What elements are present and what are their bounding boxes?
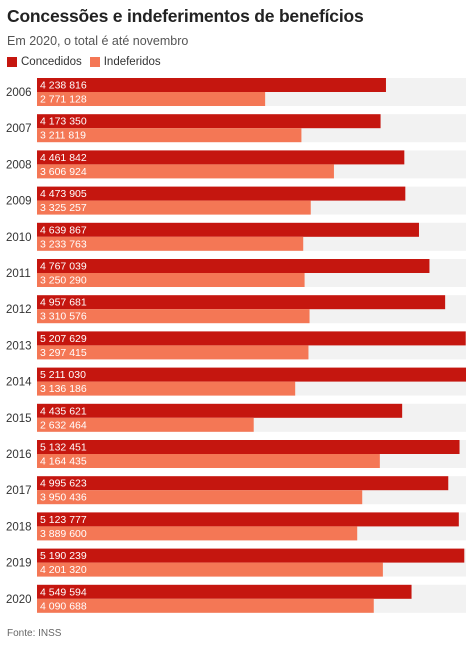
legend-item-concedidos: Concedidos xyxy=(7,56,82,68)
data-label-concedidos-2013: 5 207 629 xyxy=(40,333,87,345)
bar-indeferidos-2014 xyxy=(37,381,296,396)
bar-concedidos-2017 xyxy=(37,476,449,491)
year-label-2014: 2014 xyxy=(6,377,32,389)
data-label-concedidos-2017: 4 995 623 xyxy=(40,478,87,490)
bar-concedidos-2016 xyxy=(37,440,460,454)
year-label-2015: 2015 xyxy=(6,413,32,425)
data-label-concedidos-2008: 4 461 842 xyxy=(40,152,87,164)
data-label-concedidos-2012: 4 957 681 xyxy=(40,297,87,309)
bar-concedidos-2008 xyxy=(37,150,405,165)
bar-concedidos-2010 xyxy=(37,222,419,237)
data-label-concedidos-2006: 4 238 816 xyxy=(40,80,87,92)
year-label-2009: 2009 xyxy=(6,196,32,208)
bar-concedidos-2015 xyxy=(37,403,403,418)
bar-indeferidos-2016 xyxy=(37,454,380,468)
data-label-indeferidos-2008: 3 606 924 xyxy=(40,166,87,178)
data-label-concedidos-2019: 5 190 239 xyxy=(40,550,87,562)
data-label-indeferidos-2016: 4 164 435 xyxy=(40,456,87,468)
data-label-concedidos-2016: 5 132 451 xyxy=(40,442,87,454)
data-label-indeferidos-2009: 3 325 257 xyxy=(40,202,87,214)
data-label-indeferidos-2011: 3 250 290 xyxy=(40,275,87,287)
data-label-indeferidos-2020: 4 090 688 xyxy=(40,600,87,612)
data-label-indeferidos-2017: 3 950 436 xyxy=(40,492,87,504)
year-label-2018: 2018 xyxy=(6,521,32,533)
bar-indeferidos-2012 xyxy=(37,309,310,324)
legend-item-indeferidos: Indeferidos xyxy=(89,56,161,68)
data-label-concedidos-2014: 5 211 030 xyxy=(40,369,86,381)
bar-concedidos-2007 xyxy=(37,114,381,129)
data-label-indeferidos-2015: 2 632 464 xyxy=(40,419,87,431)
bar-concedidos-2006 xyxy=(37,78,386,92)
data-label-indeferidos-2018: 3 889 600 xyxy=(40,528,87,540)
year-label-2013: 2013 xyxy=(6,340,32,352)
data-label-indeferidos-2013: 3 297 415 xyxy=(40,347,87,359)
year-label-2007: 2007 xyxy=(6,123,32,135)
year-label-2016: 2016 xyxy=(6,449,32,461)
legend-label-indeferidos: Indeferidos xyxy=(103,56,161,68)
bar-indeferidos-2006 xyxy=(37,92,266,106)
legend-label-concedidos: Concedidos xyxy=(21,56,82,68)
bar-concedidos-2012 xyxy=(37,295,446,310)
source-note: Fonte: INSS xyxy=(7,628,62,639)
year-label-2011: 2011 xyxy=(6,268,31,280)
bar-indeferidos-2019 xyxy=(37,562,383,577)
bar-concedidos-2013 xyxy=(37,331,466,346)
data-label-indeferidos-2014: 3 136 186 xyxy=(40,383,87,395)
bar-indeferidos-2009 xyxy=(37,200,311,215)
bar-indeferidos-2020 xyxy=(37,598,374,613)
chart-title: Concessões e indeferimentos de benefício… xyxy=(7,6,364,26)
data-label-concedidos-2009: 4 473 905 xyxy=(40,188,87,200)
bar-indeferidos-2007 xyxy=(37,128,302,143)
year-label-2017: 2017 xyxy=(6,485,32,497)
chart-legend: Concedidos Indeferidos xyxy=(7,56,161,68)
year-label-2019: 2019 xyxy=(6,558,32,570)
bar-indeferidos-2013 xyxy=(37,345,309,360)
year-label-2010: 2010 xyxy=(6,232,32,244)
bar-concedidos-2019 xyxy=(37,548,465,563)
data-label-concedidos-2011: 4 767 039 xyxy=(40,261,87,273)
bar-concedidos-2011 xyxy=(37,259,430,273)
bar-chart: 2006 4 238 816 2 771 128 2007 4 173 350 3 211… xyxy=(6,78,466,613)
year-label-2012: 2012 xyxy=(6,304,32,316)
data-label-indeferidos-2012: 3 310 576 xyxy=(40,311,87,323)
year-label-2006: 2006 xyxy=(6,87,32,99)
legend-swatch-indeferidos xyxy=(89,57,100,67)
legend-swatch-concedidos xyxy=(7,57,17,67)
bar-indeferidos-2010 xyxy=(37,236,304,251)
chart-subtitle: Em 2020, o total é até novembro xyxy=(7,34,189,48)
data-label-concedidos-2020: 4 549 594 xyxy=(40,586,87,598)
data-label-concedidos-2015: 4 435 621 xyxy=(40,405,87,417)
bar-concedidos-2020 xyxy=(37,584,412,599)
bar-indeferidos-2017 xyxy=(37,490,363,505)
data-label-concedidos-2018: 5 123 777 xyxy=(40,514,87,526)
bar-indeferidos-2008 xyxy=(37,164,334,179)
year-label-2020: 2020 xyxy=(6,594,32,606)
bar-concedidos-2009 xyxy=(37,186,406,201)
data-label-indeferidos-2006: 2 771 128 xyxy=(40,94,87,106)
bar-concedidos-2018 xyxy=(37,512,459,527)
year-label-2008: 2008 xyxy=(6,159,32,171)
data-label-concedidos-2007: 4 173 350 xyxy=(40,116,87,128)
data-label-indeferidos-2010: 3 233 763 xyxy=(40,238,87,250)
bar-concedidos-2014 xyxy=(37,367,466,382)
bar-indeferidos-2011 xyxy=(37,273,305,287)
bar-indeferidos-2018 xyxy=(37,526,358,541)
data-label-concedidos-2010: 4 639 867 xyxy=(40,224,87,236)
data-label-indeferidos-2019: 4 201 320 xyxy=(40,564,87,576)
bar-indeferidos-2015 xyxy=(37,417,254,432)
data-label-indeferidos-2007: 3 211 819 xyxy=(40,130,86,142)
